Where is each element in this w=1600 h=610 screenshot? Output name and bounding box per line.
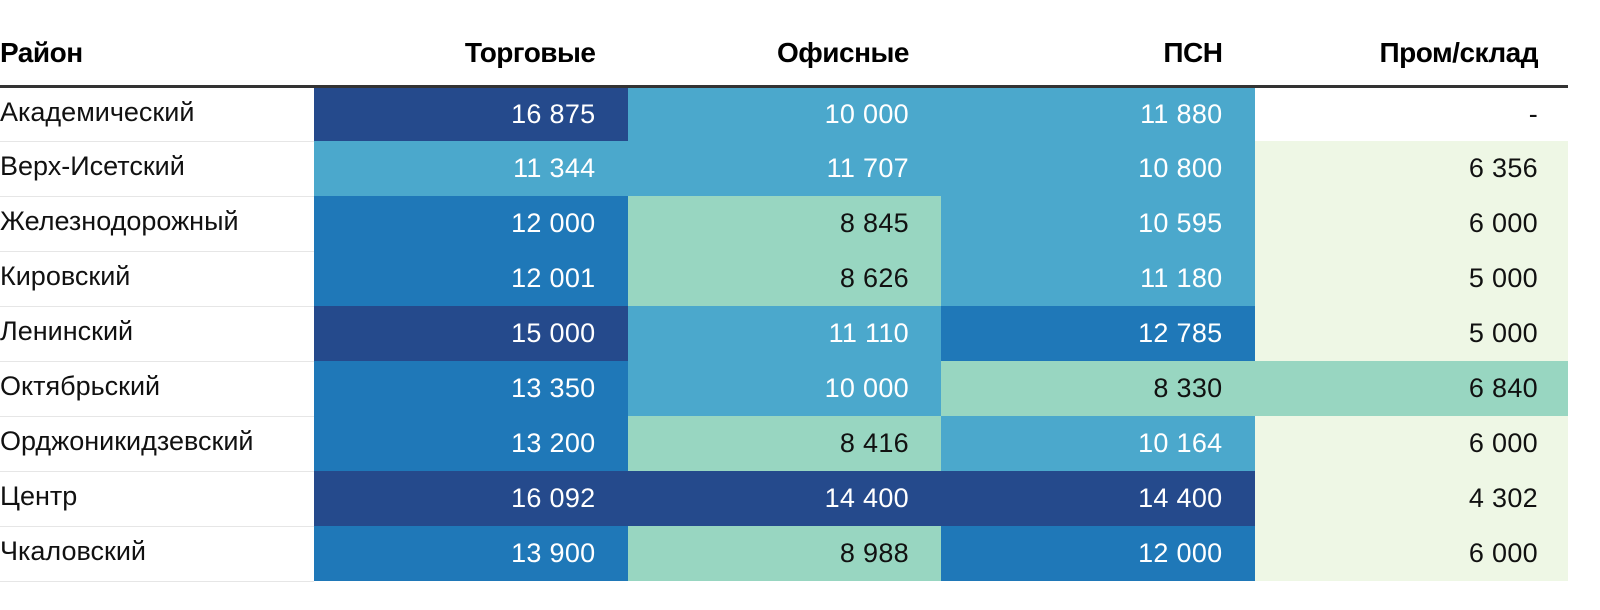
district-name: Центр <box>0 471 314 527</box>
column-header-office: Офисные <box>627 22 941 88</box>
cell-psn: 11 180 <box>941 251 1255 306</box>
cell-retail: 16 092 <box>314 471 628 526</box>
cell-industrial: 5 000 <box>1254 251 1568 306</box>
cell-industrial: - <box>1254 86 1568 141</box>
cell-industrial: 6 000 <box>1254 416 1568 471</box>
cell-office: 8 626 <box>627 251 941 306</box>
cell-office: 8 988 <box>627 526 941 581</box>
district-name: Кировский <box>0 251 314 307</box>
table-row: Железнодорожный 12 000 8 845 10 595 6 000 <box>0 196 1568 252</box>
cell-industrial: 5 000 <box>1254 306 1568 361</box>
cell-retail: 12 000 <box>314 196 628 251</box>
district-name: Академический <box>0 86 314 142</box>
table-body: Академический 16 875 10 000 11 880- Верх-Исе… <box>0 86 1568 582</box>
table-row: Центр 16 092 14 400 14 400 4 302 <box>0 471 1568 527</box>
table-row: Кировский 12 001 8 626 11 180 5 000 <box>0 251 1568 307</box>
cell-office: 11 707 <box>627 141 941 196</box>
cell-office: 8 416 <box>627 416 941 471</box>
cell-retail: 13 350 <box>314 361 628 416</box>
column-header-retail: Торговые <box>314 22 628 88</box>
cell-retail: 16 875 <box>314 86 628 141</box>
cell-psn: 10 800 <box>941 141 1255 196</box>
table-row: Октябрьский 13 350 10 000 8 330 6 840 <box>0 361 1568 417</box>
cell-retail: 15 000 <box>314 306 628 361</box>
table-row: Орджоникидзевский 13 200 8 416 10 164 6 000 <box>0 416 1568 472</box>
cell-industrial: 4 302 <box>1254 471 1568 526</box>
cell-psn: 11 880 <box>941 86 1255 141</box>
cell-office: 14 400 <box>627 471 941 526</box>
cell-office: 11 110 <box>627 306 941 361</box>
district-name: Чкаловский <box>0 526 314 582</box>
district-name: Октябрьский <box>0 361 314 417</box>
district-name: Орджоникидзевский <box>0 416 314 472</box>
column-header-psn: ПСН <box>941 22 1255 88</box>
price-table: Район Торговые Офисные ПСН Пром/склад Ак… <box>0 22 1568 582</box>
header-row: Район Торговые Офисные ПСН Пром/склад <box>0 22 1568 88</box>
cell-psn: 8 330 <box>941 361 1255 416</box>
cell-psn: 12 785 <box>941 306 1255 361</box>
table-row: Чкаловский 13 900 8 988 12 000 6 000 <box>0 526 1568 582</box>
cell-retail: 13 200 <box>314 416 628 471</box>
cell-industrial: 6 356 <box>1254 141 1568 196</box>
cell-psn: 14 400 <box>941 471 1255 526</box>
district-name: Ленинский <box>0 306 314 362</box>
cell-office: 8 845 <box>627 196 941 251</box>
cell-retail: 13 900 <box>314 526 628 581</box>
district-name: Верх-Исетский <box>0 141 314 197</box>
column-header-industrial: Пром/склад <box>1254 22 1568 88</box>
table-row: Академический 16 875 10 000 11 880- <box>0 86 1568 142</box>
column-header-district: Район <box>0 22 314 88</box>
cell-office: 10 000 <box>627 361 941 416</box>
cell-industrial: 6 000 <box>1254 196 1568 251</box>
cell-industrial: 6 840 <box>1254 361 1568 416</box>
cell-office: 10 000 <box>627 86 941 141</box>
cell-industrial: 6 000 <box>1254 526 1568 581</box>
cell-retail: 12 001 <box>314 251 628 306</box>
district-name: Железнодорожный <box>0 196 314 252</box>
cell-psn: 10 164 <box>941 416 1255 471</box>
cell-psn: 12 000 <box>941 526 1255 581</box>
cell-retail: 11 344 <box>314 141 628 196</box>
table-row: Ленинский 15 000 11 110 12 785 5 000 <box>0 306 1568 362</box>
table-row: Верх-Исетский 11 344 11 707 10 800 6 356 <box>0 141 1568 197</box>
cell-psn: 10 595 <box>941 196 1255 251</box>
